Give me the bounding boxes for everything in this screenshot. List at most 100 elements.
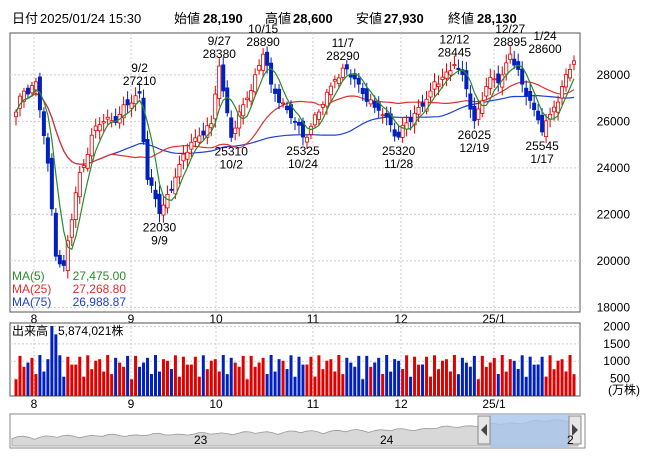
candle-body [308, 125, 313, 135]
volume-bar [46, 359, 50, 396]
volume-bar [138, 366, 142, 396]
volume-bar [464, 362, 468, 396]
candle-body [508, 53, 513, 61]
volume-bar [70, 364, 74, 396]
volume-bar [484, 366, 488, 396]
volume-bar [297, 356, 301, 396]
ma25-legend-label: MA(25) [12, 282, 51, 296]
volume-bar [281, 360, 285, 396]
volume-bar [118, 362, 122, 396]
volume-date-tick-label: 11 [307, 397, 320, 411]
candle-body [57, 254, 62, 265]
candle-body [344, 64, 349, 70]
volume-bar [476, 379, 480, 396]
volume-bar [353, 366, 357, 396]
candle-body [161, 204, 166, 216]
volume-bar [26, 362, 30, 396]
candle-body [261, 53, 266, 71]
candle-body [544, 120, 549, 138]
annotation-value: 25320 [382, 144, 416, 158]
open-value: 28,190 [203, 11, 243, 26]
candle-body [328, 85, 333, 96]
candle-body [432, 81, 437, 90]
volume-bar [540, 356, 544, 396]
annotation-value: 28895 [494, 35, 528, 49]
volume-bar [134, 355, 138, 396]
candle-body [129, 102, 134, 109]
volume-bar [452, 355, 456, 396]
candle-body [97, 124, 102, 132]
candle-body [292, 120, 297, 123]
candle-body [428, 90, 433, 98]
volume-label: 出来高 [12, 323, 48, 338]
volume-bar [460, 357, 464, 396]
volume-bar [337, 355, 341, 396]
annotation-value: 28380 [203, 47, 237, 61]
volume-bar [556, 360, 560, 396]
candle-body [77, 172, 82, 198]
candle-body [157, 193, 162, 215]
volume-bar [317, 355, 321, 396]
candle-body [476, 108, 481, 120]
range-navigator[interactable]: 23 24 2 [9, 413, 586, 449]
open-label: 始値 [174, 11, 200, 26]
candle-body [416, 107, 421, 115]
candle-body [484, 86, 489, 97]
candle-body [133, 95, 138, 105]
annotation-date: 10/2 [220, 157, 244, 171]
candle-body [265, 51, 270, 66]
volume-bar [54, 334, 58, 396]
volume-bar [389, 371, 393, 396]
volume-bar [34, 374, 38, 396]
volume-bar [496, 373, 500, 396]
volume-bar [289, 355, 293, 396]
volume-bar [456, 374, 460, 396]
volume-bar [82, 376, 86, 396]
candle-body [552, 106, 557, 113]
volume-bar [50, 326, 54, 396]
candle-body [560, 86, 565, 99]
candle-body [404, 122, 409, 130]
volume-bar [444, 359, 448, 396]
volume-bar [425, 356, 429, 396]
ma-legend: MA(5) 27,475.00 MA(25) 27,268.80 MA(75) … [12, 269, 126, 309]
chevron-left-icon [481, 424, 487, 436]
price-tick-label: 20000 [597, 254, 631, 268]
volume-bar [14, 379, 18, 396]
candle-body [185, 151, 190, 160]
volume-bar [536, 364, 540, 396]
volume-bar [293, 376, 297, 396]
volume-bar [369, 366, 373, 396]
candle-body [201, 130, 206, 136]
annotation-value: 28290 [326, 49, 360, 63]
volume-bar [365, 355, 369, 396]
annotation-value: 28890 [246, 35, 280, 49]
volume-tick-label: 500 [610, 372, 630, 386]
navigator-selection[interactable] [490, 414, 569, 448]
candle-body [444, 71, 449, 79]
volume-bar [285, 369, 289, 396]
annotation-date: 12/27 [495, 22, 525, 36]
volume-bar [417, 364, 421, 396]
candle-body [113, 116, 118, 123]
volume-bar [181, 356, 185, 396]
volume-bar [142, 362, 146, 396]
price-axis: 18000 20000 22000 24000 26000 28000 [597, 68, 631, 315]
candle-body [81, 165, 86, 168]
volume-bar [173, 355, 177, 396]
candle-body [316, 111, 321, 120]
navigator-label-2: 2 [567, 433, 574, 447]
candle-body [225, 87, 230, 114]
volume-bar [329, 359, 333, 396]
volume-bar [154, 355, 157, 396]
annotation-value: 26025 [458, 128, 492, 142]
candle-body [249, 90, 254, 102]
volume-bar [62, 376, 66, 396]
candle-body [564, 74, 569, 88]
volume-bar [357, 355, 361, 396]
annotation-value: 25325 [286, 144, 320, 158]
annotation-value: 25545 [525, 139, 559, 153]
candle-body [496, 73, 501, 84]
candle-body [364, 88, 369, 102]
candle-body [181, 153, 186, 162]
